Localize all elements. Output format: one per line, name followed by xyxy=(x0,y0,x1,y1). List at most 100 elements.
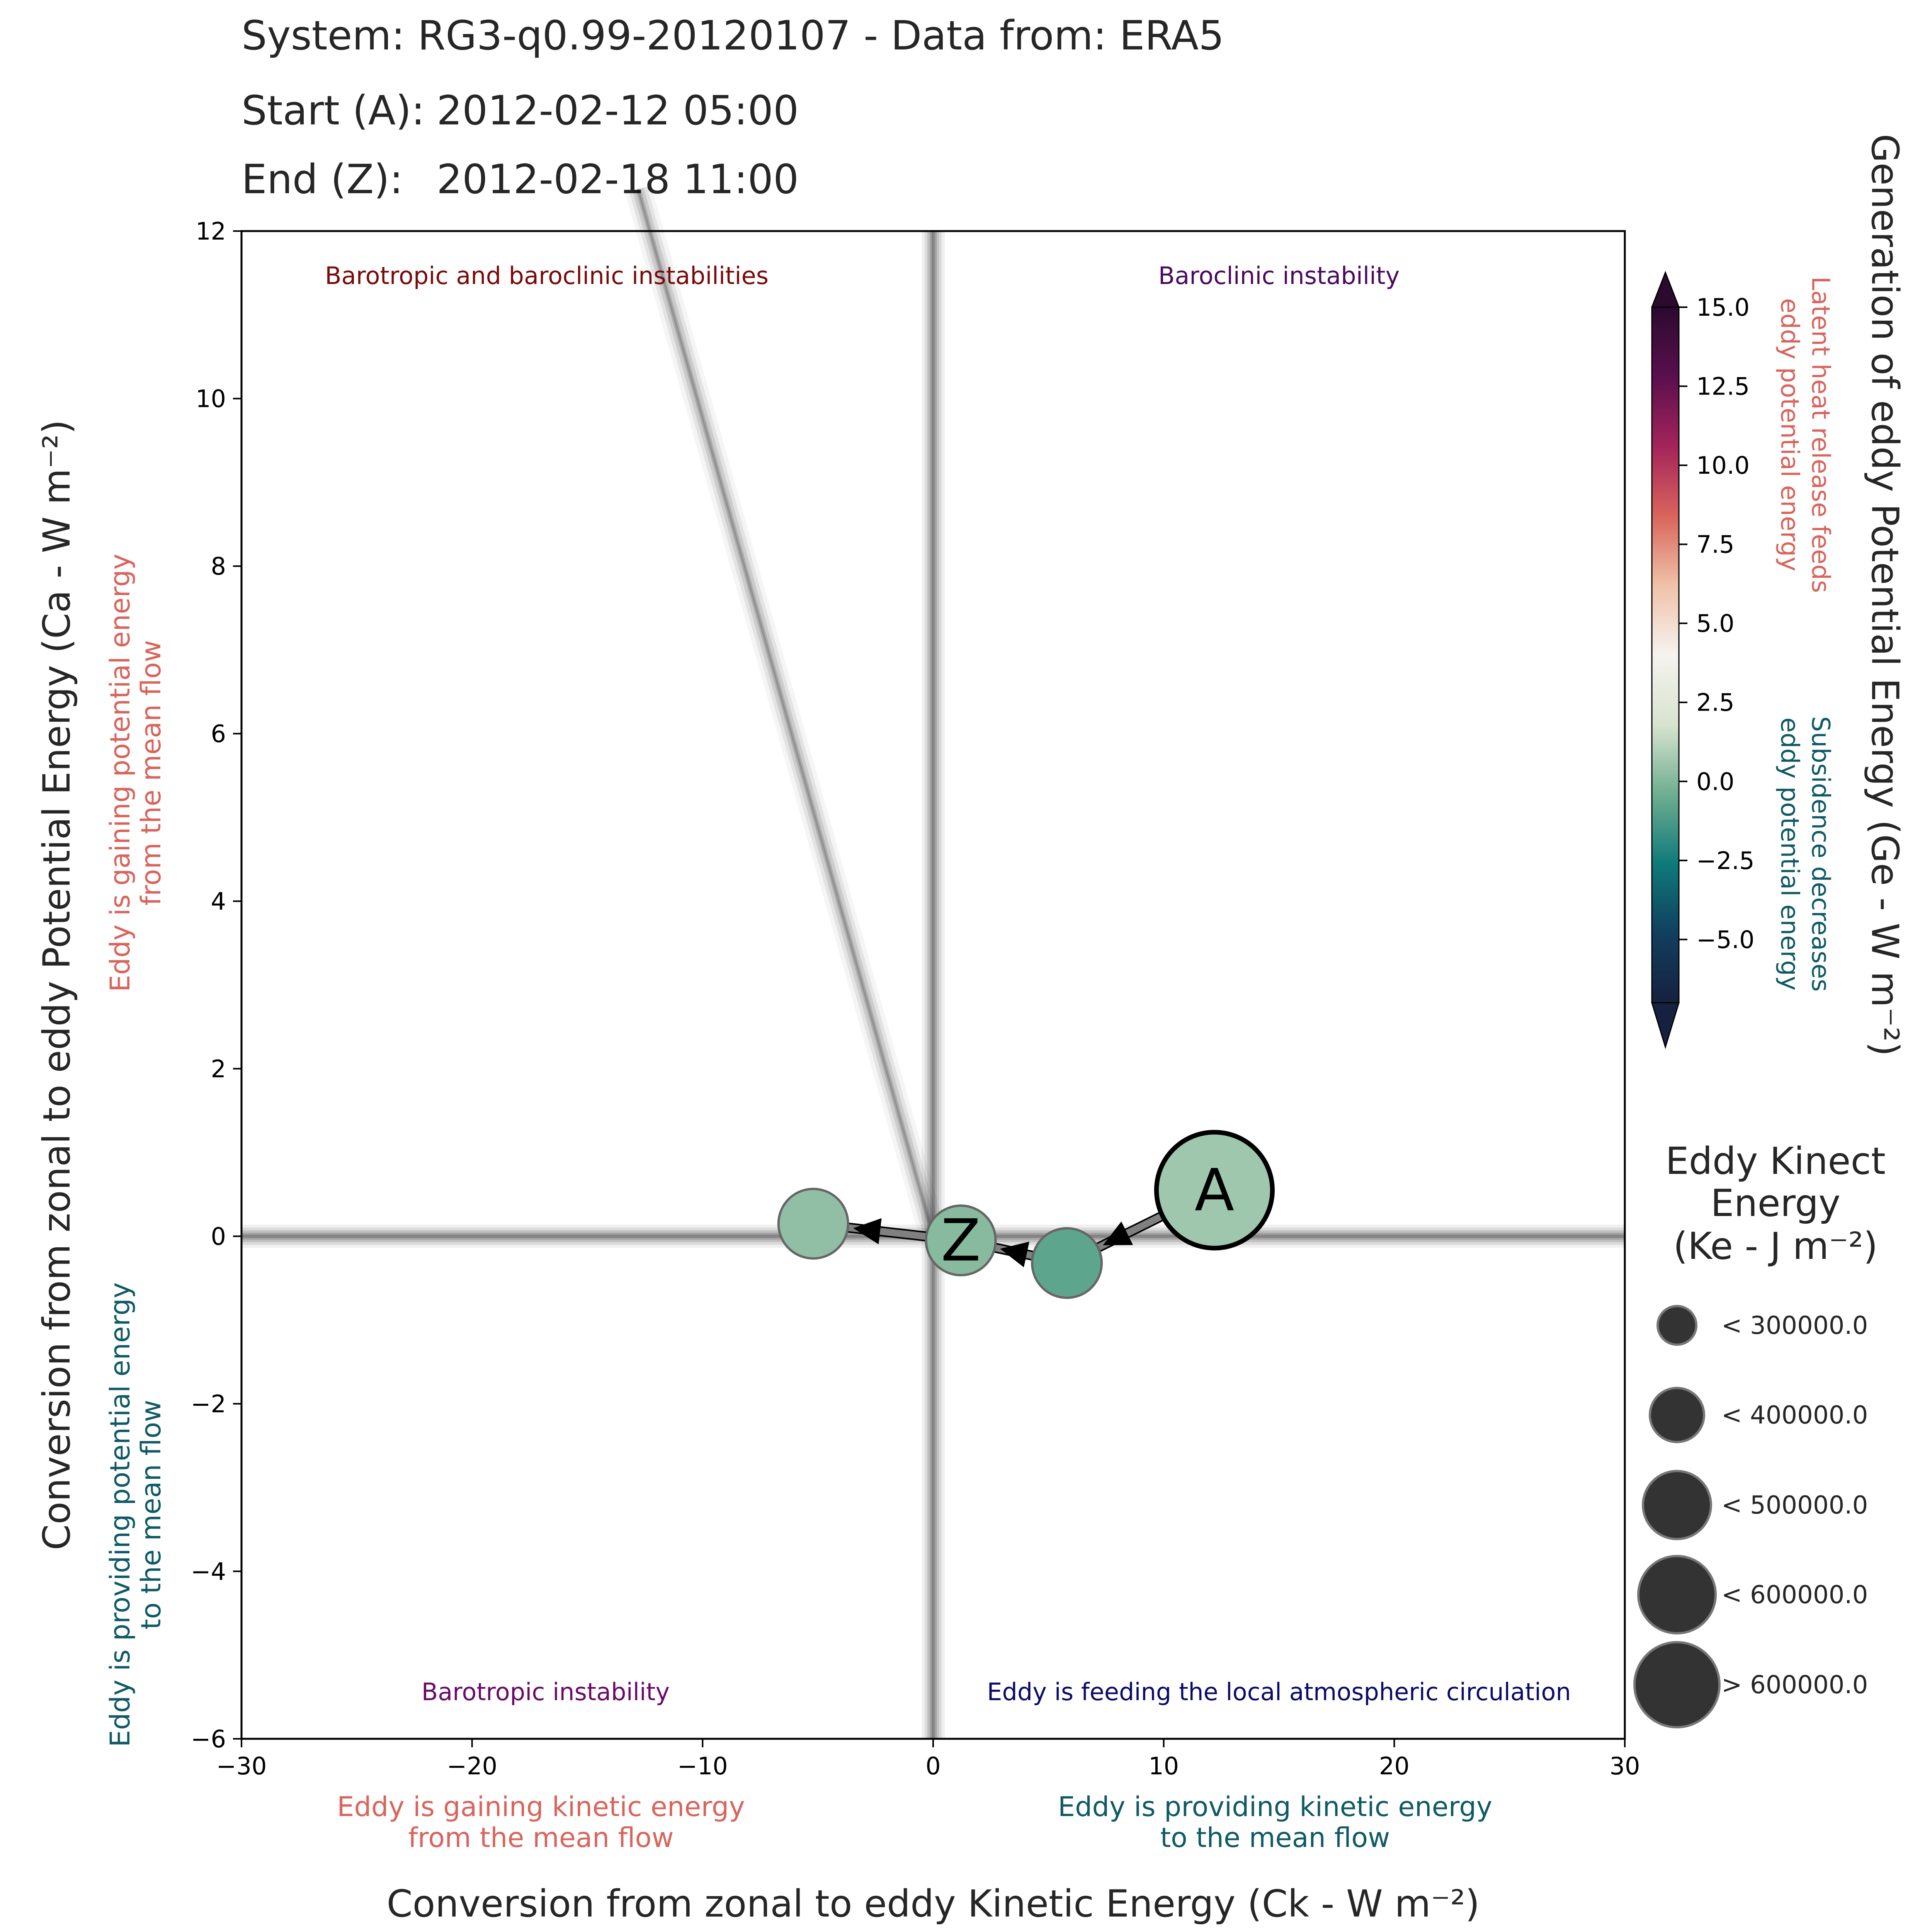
trajectory-arrowhead xyxy=(1000,1242,1029,1267)
colorbar: 15.0 12.5 10.0 7.5 5.0 2.5 0.0 −2.5 −5.0 Latent … xyxy=(1651,134,1906,1056)
y-tick-label: 6 xyxy=(211,720,226,748)
start-label: Start (A): xyxy=(242,87,425,134)
trend-line-band xyxy=(637,189,934,1237)
x-tick-label: 30 xyxy=(1610,1752,1640,1780)
trajectory-point xyxy=(1154,1130,1275,1251)
x-tick-label: 10 xyxy=(1148,1752,1179,1780)
end-label: End (Z): xyxy=(242,156,403,203)
quadrant-label-top-right: Baroclinic instability xyxy=(1158,262,1400,290)
size-legend-title-line-1: Eddy Kinect xyxy=(1665,1139,1886,1183)
trend-line-band xyxy=(632,187,939,1238)
size-legend-label: < 600000.0 xyxy=(1721,1581,1868,1609)
trajectory-arrowhead xyxy=(853,1218,882,1245)
y-top-note-line-1: Eddy is gaining potential energy xyxy=(104,554,136,992)
x-right-note-line-1: Eddy is providing kinetic energy xyxy=(1058,1791,1492,1823)
y-tick-label: 8 xyxy=(211,552,226,580)
x-axis-label: Conversion from zonal to eddy Kinetic En… xyxy=(387,1882,1480,1925)
vertical-zero-band xyxy=(925,231,942,1739)
x-tick-label: 0 xyxy=(925,1752,940,1780)
vertical-zero-band xyxy=(922,231,945,1739)
quadrant-label-bottom-left: Barotropic instability xyxy=(422,1678,670,1706)
trend-line-band xyxy=(629,187,942,1239)
y-axis-label: Conversion from zonal to eddy Potential … xyxy=(35,420,78,1550)
x-tick-label: −20 xyxy=(447,1752,497,1780)
y-axis-ticks: −6 −4 −2 0 2 4 6 8 10 12 xyxy=(191,217,242,1753)
size-legend-label: > 600000.0 xyxy=(1721,1671,1868,1699)
y-tick-label: −6 xyxy=(191,1725,226,1753)
start-value: 2012-02-12 05:00 xyxy=(437,87,799,134)
y-tick-label: 0 xyxy=(211,1222,226,1250)
y-bottom-note: Eddy is providing potential energy to th… xyxy=(104,1282,167,1747)
size-legend-items: < 300000.0 < 400000.0 < 500000.0 < 600000.0… xyxy=(1633,1305,1868,1728)
colorbar-bottom-note: Subsidence decreases eddy potential ener… xyxy=(1775,716,1835,992)
colorbar-tick-label: 10.0 xyxy=(1696,451,1750,480)
trajectory-point-label: A xyxy=(1195,1157,1235,1224)
colorbar-tick-label: −5.0 xyxy=(1696,925,1755,954)
end-value: 2012-02-18 11:00 xyxy=(437,156,799,203)
colorbar-body xyxy=(1651,306,1680,1003)
colorbar-top-note: Latent heat release feeds eddy potential… xyxy=(1775,277,1835,593)
vertical-zero-band xyxy=(930,231,937,1739)
colorbar-tick-label: 0.0 xyxy=(1696,767,1735,796)
y-top-note: Eddy is gaining potential energy from th… xyxy=(104,554,167,992)
quadrant-label-bottom-right: Eddy is feeding the local atmospheric ci… xyxy=(987,1678,1571,1706)
colorbar-bottom-note-line-2: eddy potential energy xyxy=(1775,718,1804,991)
system-title: System: RG3-q0.99-20120107 - Data from: … xyxy=(242,12,1224,59)
x-tick-label: 20 xyxy=(1379,1752,1410,1780)
quadrant-label-top-left: Barotropic and baroclinic instabilities xyxy=(325,262,769,290)
colorbar-tick-label: 2.5 xyxy=(1696,689,1735,717)
colorbar-top-note-line-1: Latent heat release feeds xyxy=(1806,277,1835,593)
size-legend-marker xyxy=(1656,1305,1697,1346)
y-tick-label: −4 xyxy=(191,1557,226,1585)
x-axis-ticks: −30 −20 −10 0 10 20 30 xyxy=(216,1739,1640,1780)
colorbar-label: Generation of eddy Potential Energy (Ge … xyxy=(1863,134,1906,1056)
size-legend-marker xyxy=(1642,1470,1712,1540)
trajectory-point xyxy=(925,1204,997,1277)
plot-background xyxy=(242,231,1625,1739)
size-legend-title-line-3: (Ke - J m⁻²) xyxy=(1673,1225,1878,1268)
y-bottom-note-line-1: Eddy is providing potential energy xyxy=(104,1282,136,1747)
trajectory-point-label: Z xyxy=(941,1207,981,1274)
x-left-note-line-2: from the mean flow xyxy=(408,1822,673,1854)
trend-line-band xyxy=(635,188,936,1237)
size-legend-label: < 300000.0 xyxy=(1721,1311,1868,1340)
y-tick-label: 4 xyxy=(211,887,226,915)
colorbar-min-extension xyxy=(1651,1002,1680,1049)
y-tick-label: 10 xyxy=(196,385,226,413)
side-annotations: Eddy is gaining potential energy from th… xyxy=(104,554,1492,1854)
colorbar-tick-label: 15.0 xyxy=(1696,293,1750,321)
colorbar-tick-label: 7.5 xyxy=(1696,531,1735,559)
size-legend-title-line-2: Energy xyxy=(1711,1182,1840,1225)
colorbar-tick-label: 12.5 xyxy=(1696,372,1750,401)
quadrant-labels: Barotropic and baroclinic instabilities … xyxy=(325,262,1571,1706)
size-legend-marker xyxy=(1633,1641,1721,1728)
x-right-note-line-2: to the mean flow xyxy=(1160,1822,1390,1854)
vertical-zero-band xyxy=(932,231,935,1739)
colorbar-tick-label: 5.0 xyxy=(1696,609,1735,638)
y-top-note-line-2: from the mean flow xyxy=(135,640,167,905)
trajectory-point xyxy=(777,1187,849,1260)
colorbar-max-extension xyxy=(1651,270,1680,308)
colorbar-ticks: 15.0 12.5 10.0 7.5 5.0 2.5 0.0 −2.5 −5.0 xyxy=(1679,293,1755,954)
size-legend-label: < 500000.0 xyxy=(1721,1491,1868,1520)
trajectory-point xyxy=(1031,1227,1103,1299)
trajectory: AZ xyxy=(777,1130,1275,1299)
y-bottom-note-line-2: to the mean flow xyxy=(135,1400,167,1630)
x-tick-label: −10 xyxy=(677,1752,728,1780)
vertical-zero-band xyxy=(927,231,939,1739)
colorbar-top-note-line-2: eddy potential energy xyxy=(1775,298,1804,571)
plot-area: AZ Barotropic and baroclinic instabiliti… xyxy=(191,185,1640,1780)
size-legend-marker xyxy=(1637,1555,1717,1634)
size-legend-label: < 400000.0 xyxy=(1721,1401,1868,1430)
x-left-note-line-1: Eddy is gaining kinetic energy xyxy=(337,1791,745,1823)
y-tick-label: −2 xyxy=(191,1390,226,1418)
colorbar-tick-label: −2.5 xyxy=(1696,847,1755,875)
size-legend-marker xyxy=(1649,1387,1705,1443)
size-legend: Eddy Kinect Energy (Ke - J m⁻²) < 300000… xyxy=(1633,1139,1886,1728)
colorbar-bottom-note-line-1: Subsidence decreases xyxy=(1806,716,1835,992)
x-tick-label: −30 xyxy=(216,1752,267,1780)
trend-line-band xyxy=(625,185,946,1240)
y-tick-label: 12 xyxy=(196,217,226,245)
y-tick-label: 2 xyxy=(211,1055,226,1083)
